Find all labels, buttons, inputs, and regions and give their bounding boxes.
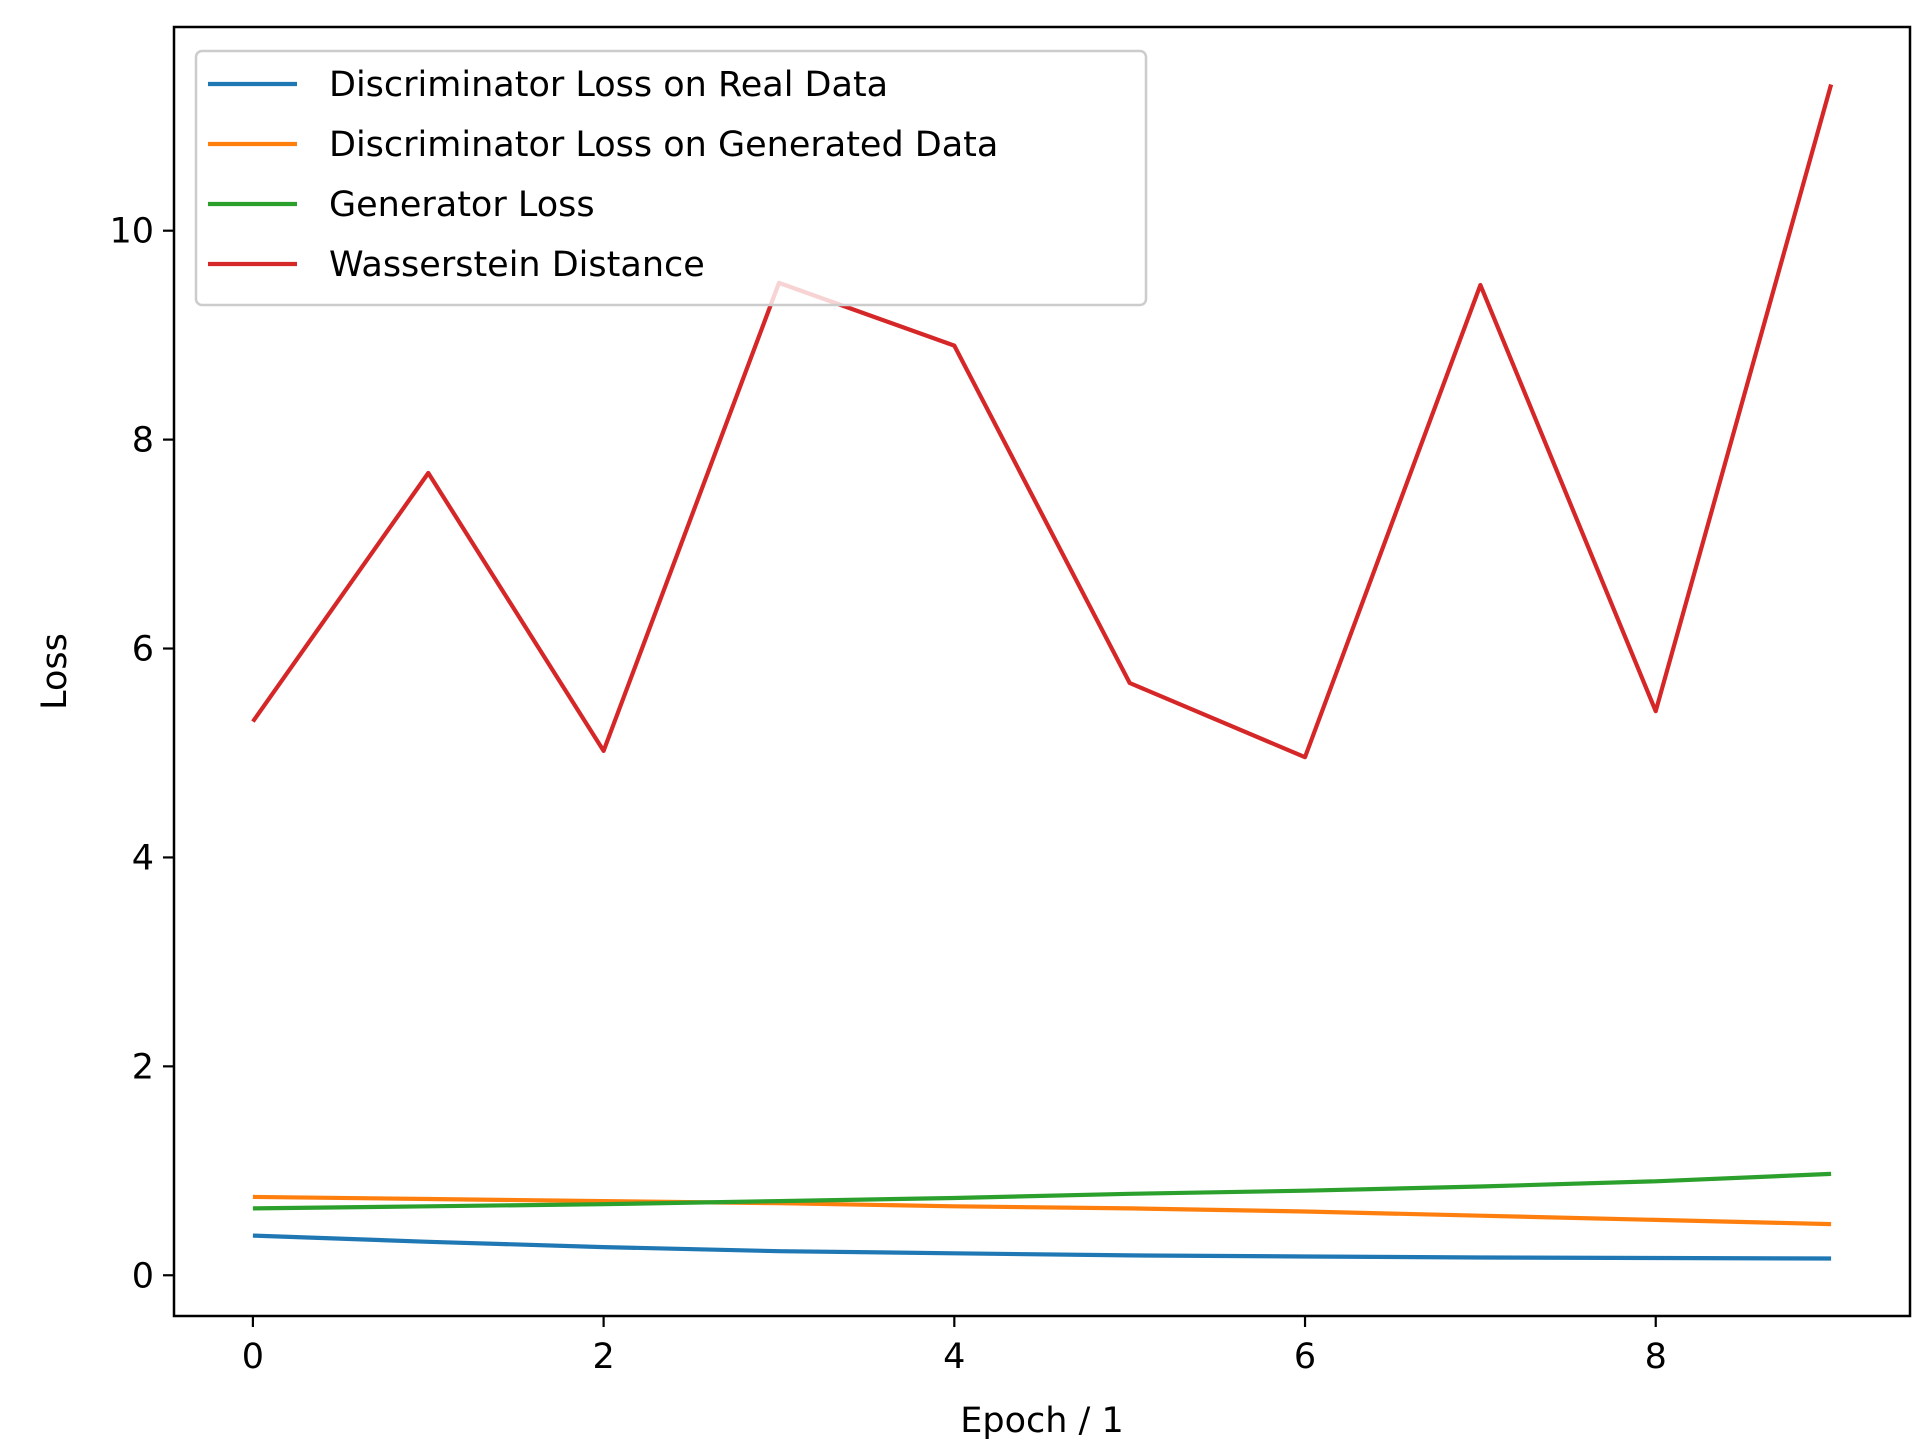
x-tick-label: 6 [1294, 1337, 1316, 1377]
y-tick-label: 4 [132, 838, 154, 878]
series-lines [251, 83, 1834, 1261]
series-line-3 [252, 1171, 1832, 1211]
series-line-4 [251, 83, 1834, 760]
y-tick-label: 2 [132, 1047, 154, 1087]
legend-box [194, 49, 1148, 307]
x-axis-label: Epoch / 1 [960, 1401, 1123, 1440]
y-axis-label: Loss [35, 633, 75, 710]
plot-frame [172, 25, 1912, 1318]
x-axis-ticks: 0 2 4 6 8 [242, 1316, 1667, 1377]
legend: Discriminator Loss on Real Data Discrimin… [194, 49, 1148, 307]
y-tick-label: 10 [109, 212, 154, 252]
legend-label-2: Discriminator Loss on Generated Data [329, 125, 998, 165]
legend-label-4: Wasserstein Distance [329, 245, 705, 285]
x-tick-label: 2 [592, 1337, 614, 1377]
legend-label-3: Generator Loss [329, 185, 595, 225]
x-tick-label: 8 [1645, 1337, 1667, 1377]
y-tick-label: 0 [132, 1256, 154, 1296]
x-tick-label: 4 [943, 1337, 965, 1377]
y-axis-ticks: 0 2 4 6 8 10 [109, 212, 174, 1296]
series-line-1 [252, 1233, 1832, 1261]
y-tick-label: 6 [132, 630, 154, 670]
x-tick-label: 0 [242, 1337, 264, 1377]
y-tick-label: 8 [132, 421, 154, 461]
legend-label-1: Discriminator Loss on Real Data [329, 65, 888, 105]
series-line-2 [252, 1194, 1832, 1227]
